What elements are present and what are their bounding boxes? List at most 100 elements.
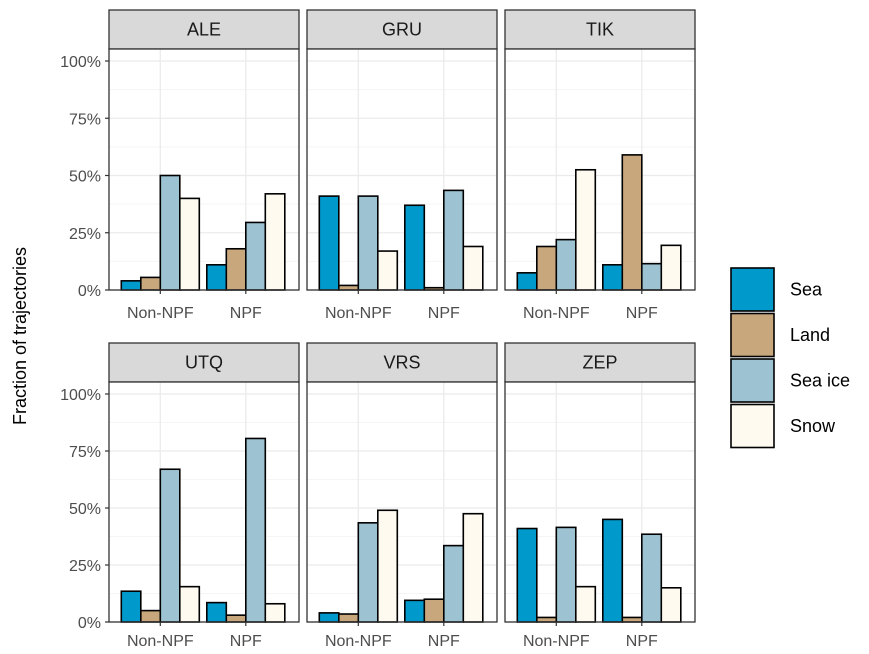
y-tick-label: 75% — [69, 444, 101, 461]
facet-label: VRS — [383, 353, 420, 373]
bar-gru-non-npf-snow — [376, 250, 399, 291]
x-tick-label: NPF — [626, 305, 658, 322]
panel-tik: TIK Non-NPF NPF — [504, 9, 696, 322]
x-tick-label: Non-NPF — [523, 633, 590, 650]
panel-gru: GRU Non-NPF NPF — [306, 9, 498, 322]
y-tick-label: 0% — [78, 283, 101, 300]
bar-utq-non-npf-snow — [179, 585, 201, 623]
panel-zep: ZEP Non-NPF NPF — [504, 342, 696, 650]
y-tick-label: 25% — [69, 226, 101, 243]
bar-tik-non-npf-snow — [574, 168, 597, 291]
bar-tik-non-npf-sea — [516, 272, 538, 291]
bar-utq-non-npf-sea — [120, 590, 142, 623]
bar-ale-non-npf-sea-ice — [159, 174, 181, 291]
bar-tik-non-npf-sea-ice — [555, 238, 577, 291]
panel-border — [504, 48, 696, 291]
bar-zep-non-npf-snow — [574, 585, 597, 623]
legend-label-sea: Sea — [790, 280, 823, 300]
bar-gru-non-npf-sea — [318, 195, 340, 291]
panel-border — [108, 48, 300, 291]
facet-strip — [504, 342, 696, 383]
legend-label-land: Land — [790, 325, 830, 345]
bar-zep-npf-land — [621, 616, 643, 623]
panel-background — [109, 382, 299, 622]
panel-ale: ALE Non-NPF NPF 0% 25% 50% 75% 100% — [60, 9, 300, 322]
facet-label: ZEP — [582, 353, 617, 373]
bar-gru-npf-sea — [403, 204, 426, 291]
bar-vrs-non-npf-sea — [318, 612, 340, 623]
legend-label-snow: Snow — [790, 416, 836, 436]
bar-vrs-non-npf-sea-ice — [357, 522, 379, 623]
bar-zep-npf-snow — [660, 586, 682, 623]
bar-ale-npf-land — [225, 247, 247, 291]
x-tick-label: Non-NPF — [127, 633, 194, 650]
facet-strip — [108, 9, 300, 50]
panel-border — [108, 381, 300, 623]
legend-key-sea — [730, 267, 775, 312]
panel-border — [504, 381, 696, 623]
bar-utq-npf-snow — [264, 602, 286, 623]
facet-label: GRU — [382, 20, 422, 40]
bar-gru-non-npf-land — [337, 284, 360, 291]
bar-utq-non-npf-land — [140, 609, 162, 623]
bar-ale-non-npf-snow — [179, 197, 201, 291]
panel-utq: UTQ Non-NPF NPF 0% 25% 50% 75% 100% — [60, 342, 300, 650]
bar-vrs-npf-land — [423, 598, 445, 623]
facet-strip — [306, 342, 498, 383]
bar-vrs-npf-sea — [403, 599, 426, 623]
bar-ale-npf-sea — [206, 264, 228, 291]
bar-ale-non-npf-land — [140, 276, 162, 291]
bar-tik-npf-sea-ice — [640, 262, 663, 291]
y-tick-label: 50% — [69, 501, 101, 518]
bar-ale-npf-sea-ice — [245, 221, 267, 291]
x-tick-label: Non-NPF — [325, 633, 392, 650]
bar-tik-npf-snow — [660, 244, 682, 291]
legend-key-snow — [730, 403, 775, 449]
bar-tik-npf-land — [621, 154, 643, 291]
facet-label: ALE — [187, 20, 221, 40]
facet-label: TIK — [586, 20, 614, 40]
bar-utq-npf-sea — [206, 601, 228, 623]
facet-strip — [306, 9, 498, 50]
bar-utq-npf-land — [225, 614, 247, 623]
bar-ale-npf-snow — [264, 193, 286, 291]
y-tick-label: 75% — [69, 111, 101, 128]
x-tick-label: NPF — [626, 633, 658, 650]
facet-label: UTQ — [185, 353, 223, 373]
y-tick-label: 25% — [69, 558, 101, 575]
panel-border — [306, 48, 498, 291]
y-tick-label: 50% — [69, 169, 101, 186]
legend-key-sea-ice — [730, 358, 775, 403]
x-tick-label: NPF — [230, 633, 262, 650]
bar-zep-npf-sea — [601, 518, 624, 623]
bar-vrs-non-npf-land — [337, 613, 360, 623]
facet-strip — [504, 9, 696, 50]
panel-vrs: VRS Non-NPF NPF — [306, 342, 498, 650]
bar-zep-npf-sea-ice — [640, 533, 663, 623]
bar-gru-npf-sea-ice — [442, 189, 465, 291]
bar-zep-non-npf-sea-ice — [555, 526, 577, 623]
bar-tik-non-npf-land — [535, 245, 558, 291]
x-tick-label: Non-NPF — [127, 305, 194, 322]
x-tick-label: Non-NPF — [325, 305, 392, 322]
bar-utq-npf-sea-ice — [245, 437, 267, 623]
x-tick-label: NPF — [428, 305, 460, 322]
bar-vrs-non-npf-snow — [376, 509, 399, 623]
panel-border — [306, 381, 498, 623]
legend-label-sea-ice: Sea ice — [790, 371, 850, 391]
bar-ale-non-npf-sea — [120, 280, 142, 291]
bar-gru-non-npf-sea-ice — [357, 195, 379, 291]
bar-utq-non-npf-sea-ice — [159, 468, 181, 623]
x-tick-label: NPF — [428, 633, 460, 650]
legend: Sea Land Sea ice Snow — [730, 267, 850, 449]
bar-vrs-npf-snow — [462, 512, 484, 623]
y-axis-title: Fraction of trajectories — [10, 247, 30, 425]
x-tick-label: Non-NPF — [523, 305, 590, 322]
bar-zep-non-npf-land — [535, 616, 558, 623]
bar-vrs-npf-sea-ice — [442, 544, 465, 623]
x-tick-label: NPF — [230, 305, 262, 322]
bar-zep-non-npf-sea — [516, 527, 538, 623]
y-tick-label: 0% — [78, 615, 101, 632]
y-tick-label: 100% — [60, 387, 101, 404]
